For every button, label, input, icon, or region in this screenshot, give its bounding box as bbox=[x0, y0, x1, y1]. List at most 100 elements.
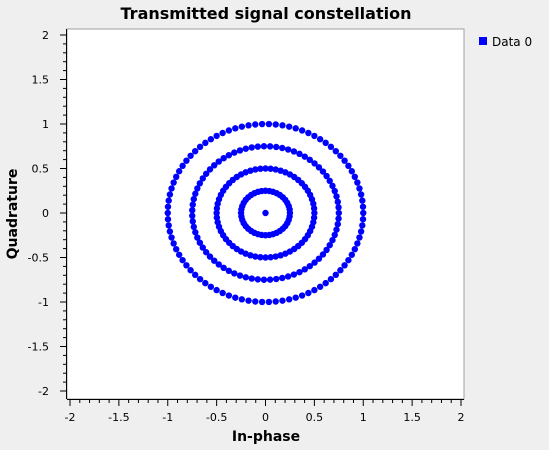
data-point bbox=[252, 166, 259, 173]
data-point bbox=[183, 157, 190, 164]
data-point bbox=[272, 298, 279, 305]
data-point bbox=[359, 197, 366, 204]
x-tick-label: 2 bbox=[458, 411, 465, 424]
data-point bbox=[213, 209, 220, 217]
data-point bbox=[164, 203, 172, 210]
y-axis: 2 1.5 1 0.5 0 -0.5 -1 -1.5 -2 bbox=[28, 29, 67, 399]
data-point bbox=[196, 275, 204, 283]
y-axis-label: Quadrature bbox=[5, 169, 21, 260]
data-point bbox=[296, 150, 303, 158]
data-point bbox=[298, 127, 306, 134]
data-point bbox=[232, 294, 239, 301]
data-point bbox=[356, 185, 363, 192]
data-point bbox=[252, 121, 259, 128]
chart-title: Transmitted signal constellation bbox=[121, 4, 412, 23]
data-point bbox=[360, 209, 367, 217]
data-point bbox=[341, 157, 348, 164]
data-point bbox=[236, 147, 244, 154]
data-point bbox=[207, 136, 215, 143]
data-point bbox=[175, 251, 183, 258]
data-point bbox=[331, 231, 338, 239]
data-point bbox=[290, 271, 298, 278]
data-point bbox=[213, 205, 221, 212]
data-point bbox=[242, 145, 249, 152]
data-point bbox=[247, 252, 254, 259]
data-point bbox=[319, 168, 327, 175]
data-point bbox=[189, 212, 196, 219]
data-point bbox=[311, 259, 318, 266]
y-tick-label: -1.5 bbox=[28, 341, 49, 354]
data-point bbox=[301, 153, 308, 160]
data-point bbox=[331, 187, 338, 195]
data-point bbox=[238, 296, 246, 303]
data-point bbox=[260, 276, 268, 283]
data-point bbox=[206, 166, 214, 173]
data-point bbox=[196, 239, 204, 246]
data-point bbox=[345, 256, 352, 264]
data-point bbox=[311, 209, 318, 217]
data-point bbox=[357, 228, 365, 235]
data-point bbox=[323, 172, 330, 180]
data-point bbox=[348, 251, 356, 258]
data-point bbox=[277, 167, 284, 174]
data-point bbox=[202, 139, 209, 147]
data-point bbox=[265, 120, 273, 128]
data-point bbox=[335, 204, 342, 211]
data-point bbox=[306, 156, 314, 164]
data-point bbox=[351, 173, 358, 180]
data-point bbox=[187, 267, 194, 274]
data-point bbox=[225, 127, 233, 134]
data-point bbox=[356, 234, 363, 241]
y-tick-label: 0.5 bbox=[32, 163, 50, 176]
data-point bbox=[165, 197, 172, 204]
data-point bbox=[170, 179, 177, 186]
data-point bbox=[179, 162, 186, 170]
data-point bbox=[334, 198, 341, 206]
x-tick-label: 1.5 bbox=[403, 411, 421, 424]
data-point bbox=[220, 154, 227, 162]
data-point bbox=[164, 209, 171, 217]
data-point bbox=[345, 162, 352, 170]
data-point bbox=[231, 270, 238, 277]
data-point bbox=[326, 241, 333, 249]
data-point bbox=[279, 144, 286, 152]
legend[interactable]: Data 0 bbox=[479, 35, 532, 49]
data-point bbox=[279, 297, 286, 304]
data-point bbox=[257, 254, 264, 261]
data-point bbox=[191, 271, 199, 279]
data-point bbox=[206, 253, 214, 260]
data-point bbox=[173, 246, 180, 253]
data-point bbox=[199, 244, 206, 251]
data-point bbox=[354, 240, 361, 247]
data-points bbox=[164, 120, 367, 306]
data-point bbox=[322, 279, 329, 287]
data-point bbox=[267, 254, 274, 261]
data-point bbox=[262, 254, 269, 261]
data-point bbox=[290, 148, 298, 155]
data-point bbox=[272, 166, 279, 173]
data-point bbox=[258, 120, 266, 128]
data-point bbox=[257, 165, 264, 172]
data-point bbox=[175, 168, 183, 175]
data-point bbox=[260, 143, 268, 150]
data-point bbox=[166, 191, 174, 198]
data-point bbox=[265, 298, 273, 306]
data-point bbox=[248, 144, 255, 151]
data-point bbox=[337, 267, 344, 274]
data-point bbox=[225, 292, 233, 299]
data-point bbox=[273, 275, 280, 283]
y-tick-label: 2 bbox=[42, 29, 49, 42]
data-point bbox=[211, 162, 218, 169]
data-point bbox=[359, 203, 367, 210]
data-point bbox=[266, 143, 274, 150]
data-point bbox=[316, 136, 324, 143]
data-point bbox=[213, 132, 220, 140]
data-point bbox=[306, 262, 314, 270]
data-point bbox=[192, 190, 199, 197]
data-point bbox=[199, 175, 206, 182]
x-axis: -2 -1.5 -1 -0.5 0 0.5 1 1.5 2 bbox=[65, 399, 465, 424]
data-point bbox=[335, 209, 343, 217]
y-tick-label: -2 bbox=[38, 385, 49, 398]
data-point bbox=[329, 236, 336, 244]
